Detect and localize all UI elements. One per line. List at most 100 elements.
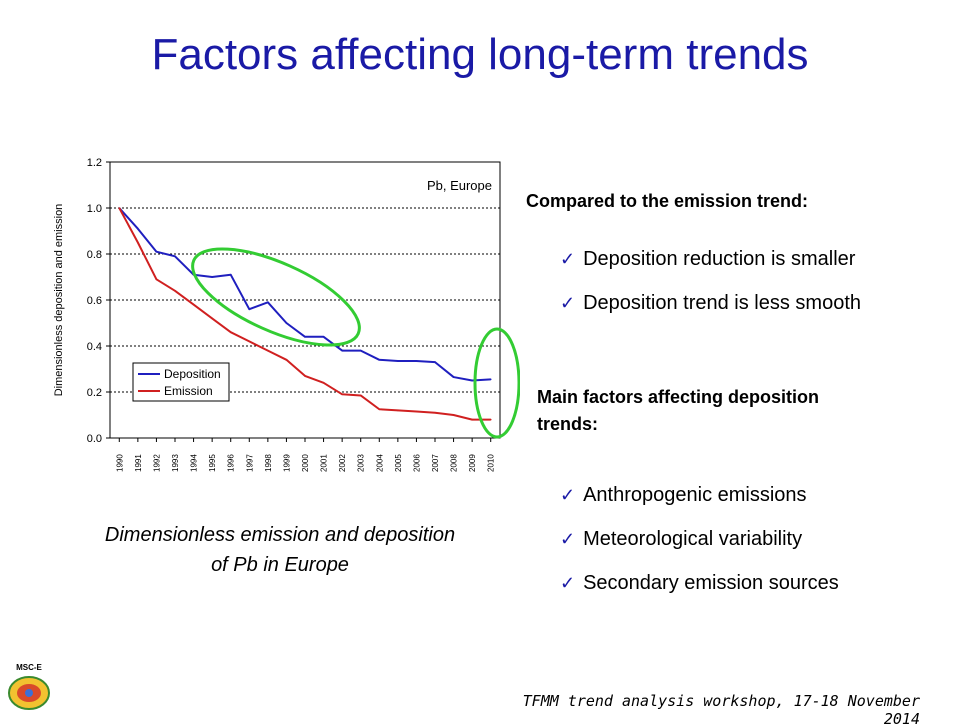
caption-line-2: of Pb in Europe bbox=[211, 554, 349, 576]
compared-item-label: Deposition trend is less smooth bbox=[583, 292, 862, 314]
factor-item-label: Anthropogenic emissions bbox=[583, 484, 807, 506]
data-point-emission bbox=[248, 340, 251, 343]
x-tick-label: 1994 bbox=[190, 454, 199, 472]
x-tick-label: 1999 bbox=[282, 454, 291, 472]
data-point-deposition bbox=[397, 360, 399, 362]
highlight-ellipse-variability bbox=[191, 247, 361, 347]
data-point-deposition bbox=[378, 359, 381, 361]
factor-item: ✓ Meteorological variability bbox=[560, 528, 802, 551]
data-point-emission bbox=[229, 331, 232, 333]
data-point-deposition bbox=[174, 255, 176, 258]
legend-label-deposition: Deposition bbox=[164, 367, 221, 381]
data-point-emission bbox=[155, 278, 158, 281]
x-tick-label: 2007 bbox=[431, 454, 440, 472]
data-point-deposition bbox=[285, 322, 288, 324]
checkmark-icon: ✓ bbox=[560, 529, 576, 549]
x-tick-label: 2008 bbox=[450, 454, 459, 472]
data-point-emission bbox=[285, 359, 288, 361]
x-tick-label: 1990 bbox=[115, 454, 124, 472]
compared-item: ✓ Deposition reduction is smaller bbox=[560, 248, 855, 271]
checkmark-icon: ✓ bbox=[560, 573, 576, 593]
lead-trend-chart: 0.00.20.40.60.81.01.2 1990 1991 1992 1993 19… bbox=[53, 157, 520, 472]
y-tick-label: 0.8 bbox=[87, 249, 102, 261]
x-tick-label: 2001 bbox=[320, 454, 329, 472]
data-point-emission bbox=[267, 349, 269, 352]
data-point-emission bbox=[192, 303, 195, 306]
data-point-emission bbox=[489, 418, 492, 421]
x-tick-label: 1998 bbox=[264, 454, 273, 472]
x-tick-label: 1997 bbox=[245, 454, 254, 472]
data-point-deposition bbox=[359, 349, 362, 352]
y-axis-ticks: 0.0 0.2 0.4 0.6 0.8 1.0 1.2 bbox=[87, 157, 110, 445]
data-point-emission bbox=[434, 411, 436, 414]
data-point-deposition bbox=[248, 308, 251, 310]
x-tick-label: 2010 bbox=[487, 454, 496, 472]
data-point-deposition bbox=[229, 273, 232, 276]
series-lines bbox=[118, 207, 492, 421]
caption-line-1: Dimensionless emission and deposition bbox=[104, 524, 456, 546]
data-point-emission bbox=[397, 409, 399, 412]
data-point-deposition bbox=[415, 360, 418, 362]
factor-item: ✓ Anthropogenic emissions bbox=[560, 484, 807, 507]
y-tick-label: 1.2 bbox=[87, 157, 102, 169]
legend-box bbox=[132, 362, 230, 402]
data-point-emission bbox=[322, 382, 325, 384]
grid-lines bbox=[110, 161, 500, 393]
chart-caption: Dimensionless emission and deposition of… bbox=[60, 520, 500, 580]
x-tick-label: 2002 bbox=[338, 454, 347, 472]
factor-item-label: Secondary emission sources bbox=[583, 572, 839, 594]
data-point-deposition bbox=[489, 378, 492, 381]
data-point-deposition bbox=[155, 250, 158, 253]
factor-item-label: Meteorological variability bbox=[583, 528, 803, 550]
y-tick-label: 0.4 bbox=[87, 341, 102, 353]
x-tick-label: 2009 bbox=[468, 454, 477, 472]
factors-heading-line-1: Main factors affecting deposition bbox=[537, 387, 820, 407]
data-point-emission bbox=[378, 408, 381, 411]
x-tick-label: 1996 bbox=[227, 454, 236, 472]
data-point-deposition bbox=[267, 301, 269, 304]
data-point-deposition bbox=[137, 227, 139, 230]
chart-legend: Deposition Emission bbox=[132, 362, 230, 402]
x-tick-label: 2004 bbox=[375, 454, 384, 472]
series-line-deposition bbox=[118, 207, 491, 382]
slide-title: Factors affecting long-term trends bbox=[151, 30, 809, 79]
data-point-deposition bbox=[322, 336, 325, 338]
x-tick-label: 1993 bbox=[171, 454, 180, 472]
factors-heading: Main factors affecting deposition trends… bbox=[537, 384, 819, 438]
data-point-emission bbox=[118, 207, 121, 209]
compared-item: ✓ Deposition trend is less smooth bbox=[560, 292, 861, 315]
data-point-emission bbox=[211, 317, 213, 320]
data-point-emission bbox=[452, 414, 455, 416]
factor-item: ✓ Secondary emission sources bbox=[560, 572, 839, 595]
y-axis-label: Dimensionless deposition and emission bbox=[53, 204, 65, 397]
data-point-deposition bbox=[211, 276, 213, 278]
data-point-emission bbox=[471, 418, 473, 421]
data-point-emission bbox=[304, 375, 306, 377]
data-point-deposition bbox=[434, 361, 436, 363]
x-axis-ticks: 1990 1991 1992 1993 1994 1995 1996 1997 1998 1999… bbox=[115, 438, 496, 472]
data-point-deposition bbox=[304, 336, 306, 338]
factors-heading-line-2: trends: bbox=[537, 414, 599, 434]
legend-label-emission: Emission bbox=[164, 384, 213, 398]
data-point-emission bbox=[174, 290, 176, 292]
x-tick-label: 2003 bbox=[357, 454, 366, 472]
checkmark-icon: ✓ bbox=[560, 485, 576, 505]
x-tick-label: 2005 bbox=[394, 454, 403, 472]
x-tick-label: 1995 bbox=[208, 454, 217, 472]
x-tick-label: 2006 bbox=[412, 454, 421, 472]
y-tick-label: 0.6 bbox=[87, 295, 102, 307]
x-tick-label: 1991 bbox=[134, 454, 143, 472]
footer-text: TFMM trend analysis workshop, 17-18 Nove… bbox=[522, 692, 920, 728]
data-point-emission bbox=[415, 410, 418, 413]
y-tick-label: 0.2 bbox=[87, 387, 102, 399]
y-tick-label: 1.0 bbox=[87, 203, 102, 215]
checkmark-icon: ✓ bbox=[560, 249, 576, 269]
svg-text:MSC-E: MSC-E bbox=[16, 663, 42, 672]
msc-e-logo: MSC-E bbox=[8, 663, 50, 710]
chart-annotation: Pb, Europe bbox=[427, 178, 492, 193]
data-point-deposition bbox=[471, 379, 473, 382]
checkmark-icon: ✓ bbox=[560, 293, 576, 313]
y-tick-label: 0.0 bbox=[87, 433, 102, 445]
compared-item-label: Deposition reduction is smaller bbox=[583, 248, 856, 270]
data-point-emission bbox=[341, 393, 343, 396]
